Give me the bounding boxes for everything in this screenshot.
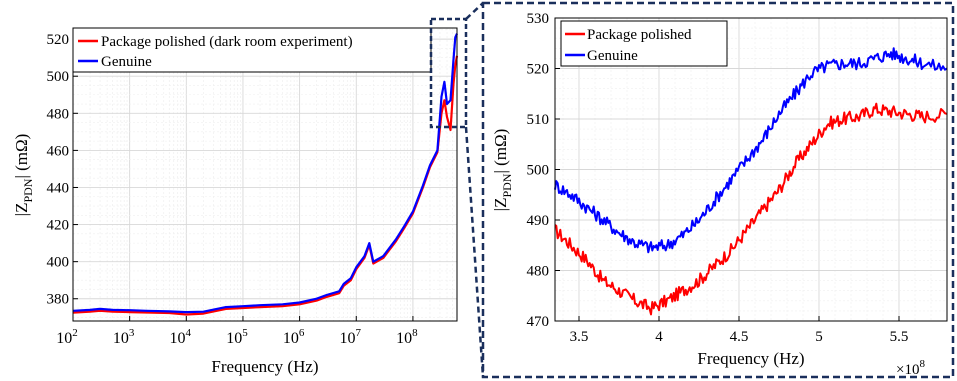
right-y-tick-label: 520: [527, 62, 550, 78]
right-y-ticks: 470 480 490 500 510 520 530: [527, 11, 560, 330]
left-legend-label-polished: Package polished (dark room experiment): [101, 34, 353, 50]
right-y-tick-label: 530: [527, 11, 550, 27]
left-x-tick-label: 102: [56, 327, 78, 347]
right-legend-box: [560, 20, 728, 67]
right-series-line-0: [554, 102, 948, 316]
right-y-axis-label: |ZPDN| (mΩ): [491, 129, 514, 212]
left-y-axis-label: |ZPDN| (mΩ): [12, 134, 35, 217]
zoom-connector-bottom: [464, 126, 485, 378]
right-y-tick-label: 490: [527, 213, 550, 229]
left-legend-box: [72, 27, 432, 73]
right-x-ticks: 3.5 4 4.5 5 5.5: [570, 316, 909, 345]
left-x-tick-label: 105: [226, 327, 248, 347]
left-x-tick-label: 107: [340, 327, 362, 347]
left-legend: Package polished (dark room experiment) …: [72, 27, 432, 73]
right-x-tick-label: 5.5: [890, 329, 909, 345]
left-y-tick-label: 420: [47, 218, 70, 234]
full-range-chart: 102 103 104 105 106 107 108 380 400 420 440 460 480…: [12, 17, 468, 376]
right-legend: Package polished Genuine: [560, 20, 728, 67]
right-series-layer: [554, 47, 948, 316]
left-grid: [72, 28, 458, 321]
right-legend-label-genuine: Genuine: [587, 48, 638, 64]
left-x-tick-label: 108: [396, 327, 418, 347]
right-y-tick-label: 480: [527, 264, 550, 280]
right-legend-label-polished: Package polished: [587, 27, 692, 43]
right-x-tick-label: 3.5: [570, 329, 589, 345]
left-y-tick-label: 500: [47, 69, 70, 85]
right-x-multiplier: ×108: [896, 358, 925, 378]
left-y-tick-label: 440: [47, 180, 70, 196]
left-x-tick-label: 106: [283, 327, 305, 347]
right-x-tick-label: 5: [815, 329, 823, 345]
zoom-panel-frame: [481, 1, 955, 379]
left-y-tick-label: 460: [47, 143, 70, 159]
zoom-region-box: [429, 17, 468, 129]
left-y-ticks: 380 400 420 440 460 480 500 520: [47, 32, 78, 308]
right-x-axis-label: Frequency (Hz): [697, 349, 804, 368]
left-y-tick-label: 380: [47, 292, 70, 308]
left-x-ticks: 102 103 104 105 106 107 108: [56, 316, 418, 347]
right-x-tick-label: 4: [655, 329, 663, 345]
right-y-tick-label: 510: [527, 112, 550, 128]
left-series-line-0: [72, 55, 459, 316]
left-legend-label-genuine: Genuine: [101, 54, 152, 70]
left-series-line-1: [72, 33, 458, 314]
left-x-tick-label: 104: [170, 327, 192, 347]
left-y-tick-label: 520: [47, 32, 70, 48]
left-y-tick-label: 480: [47, 106, 70, 122]
right-y-tick-label: 470: [527, 314, 550, 330]
right-x-tick-label: 4.5: [730, 329, 749, 345]
left-x-tick-label: 103: [113, 327, 135, 347]
left-x-axis-label: Frequency (Hz): [211, 357, 318, 376]
right-y-tick-label: 500: [527, 163, 550, 179]
zoom-connector-top: [465, 2, 484, 20]
left-series-layer: [72, 33, 459, 316]
zoomed-chart: 3.5 4 4.5 5 5.5 470 480 490 500 510 520 530 Freque…: [491, 11, 948, 378]
right-series-line-1: [554, 47, 948, 254]
left-y-tick-label: 400: [47, 255, 70, 271]
